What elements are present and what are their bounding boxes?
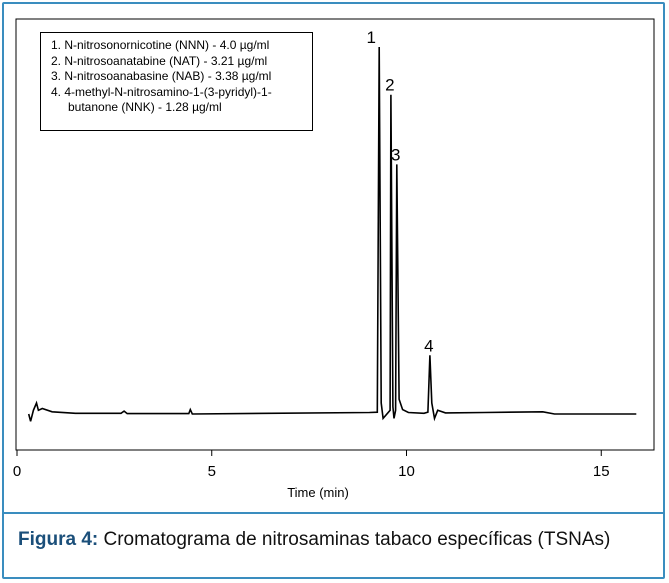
legend-entry-nnk-cont: butanone (NNK) - 1.28 µg/ml xyxy=(68,100,222,114)
peak-labels: 1 2 3 4 xyxy=(367,28,434,355)
x-tick-label: 15 xyxy=(593,463,610,480)
x-tick-label: 10 xyxy=(398,463,415,480)
peak-label-1: 1 xyxy=(367,28,376,47)
caption-label: Figura 4: xyxy=(18,529,99,550)
peak-label-2: 2 xyxy=(385,76,394,95)
x-axis-title: Time (min) xyxy=(287,485,349,500)
peak-label-4: 4 xyxy=(424,336,433,355)
x-axis: 0 5 10 15 xyxy=(13,450,610,480)
plot-area xyxy=(15,18,655,451)
chromatogram-trace xyxy=(27,46,637,422)
legend: 1. N-nitrosonornicotine (NNN) - 4.0 µg/m… xyxy=(40,32,313,131)
chromatogram-chart: 0 5 10 15 1 2 3 4 Time (min) xyxy=(13,18,655,500)
x-tick-label: 0 xyxy=(13,463,21,480)
legend-entry-nnk: 4. 4-methyl-N-nitrosamino-1-(3-pyridyl)-… xyxy=(51,84,272,99)
legend-entry-nab: 3. N-nitrosoanabasine (NAB) - 3.38 µg/ml xyxy=(51,69,272,83)
peak-label-3: 3 xyxy=(391,145,400,164)
legend-entry-nnn: 1. N-nitrosonornicotine (NNN) - 4.0 µg/m… xyxy=(51,38,270,52)
caption-text: Cromatograma de nitrosaminas tabaco espe… xyxy=(98,529,611,550)
legend-entry-nat: 2. N-nitrosoanatabine (NAT) - 3.21 µg/ml xyxy=(51,53,268,68)
figure-caption: Figura 4: Cromatograma de nitrosaminas t… xyxy=(4,512,665,577)
x-tick-label: 5 xyxy=(208,463,216,480)
